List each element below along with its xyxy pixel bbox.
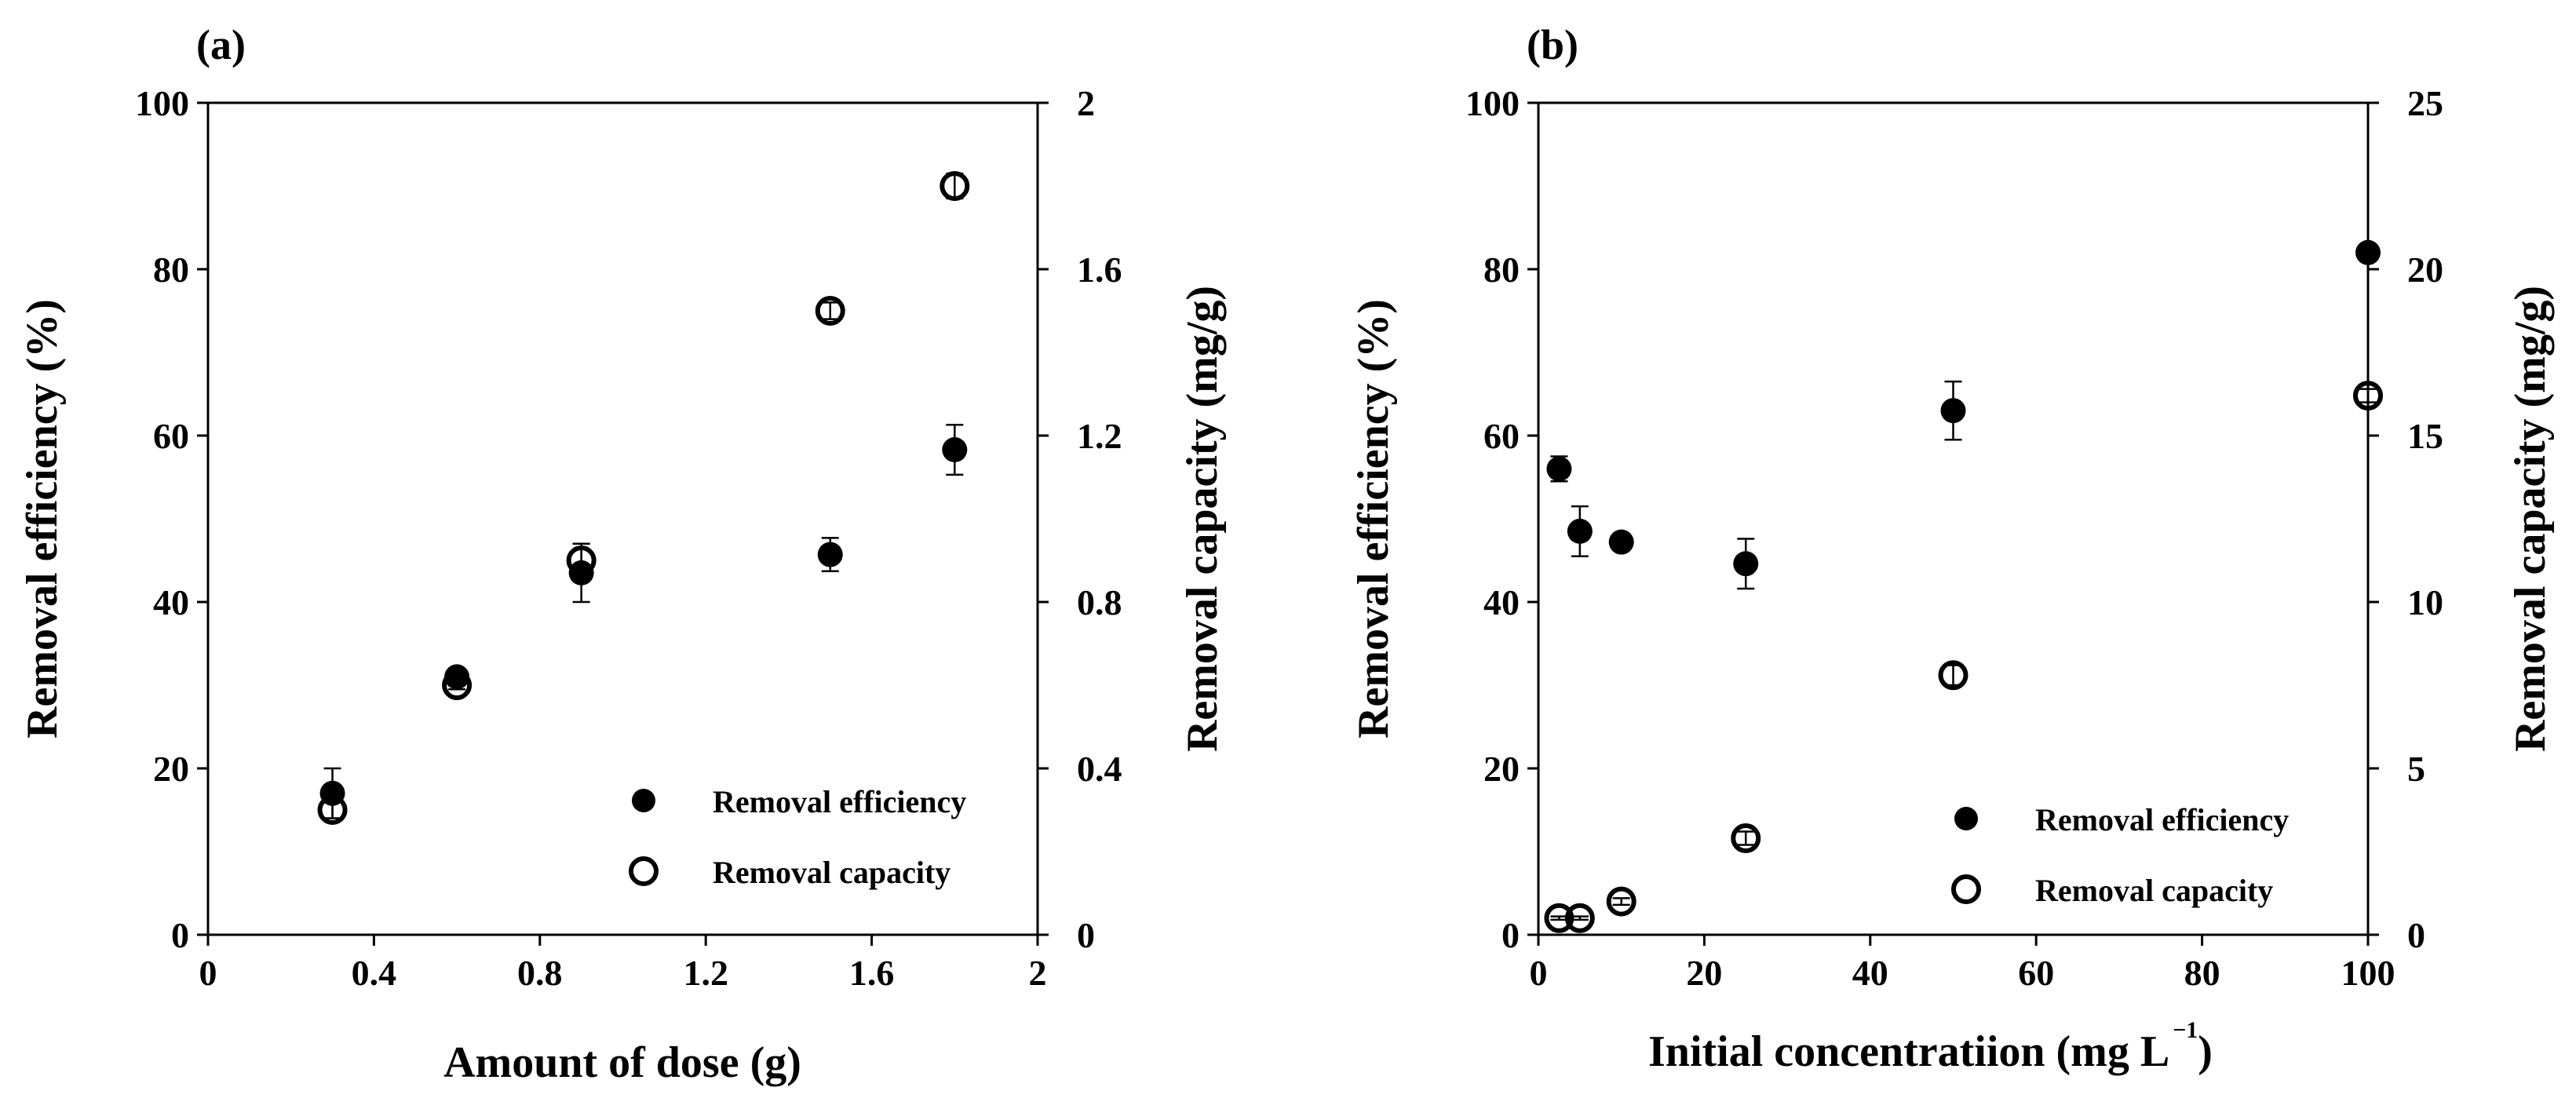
panel-b-legend-efficiency: Removal efficiency <box>2035 802 2289 837</box>
x-tick-label: 0 <box>1530 953 1548 993</box>
efficiency-point <box>1567 518 1593 544</box>
y-right-tick-label: 0.8 <box>1077 582 1122 622</box>
panel-a-y-ticks-left: 0 20 40 60 80 100 <box>135 83 208 955</box>
y-right-tick-label: 20 <box>2407 250 2443 290</box>
panel-a-x-axis-label: Amount of dose (g) <box>443 1038 801 1087</box>
capacity-point <box>940 171 970 201</box>
x-tick-label: 40 <box>1852 953 1888 993</box>
panel-b-legend: Removal efficiency Removal capacity <box>1951 802 2289 908</box>
y-right-tick-label: 1.6 <box>1077 250 1122 290</box>
panel-a-legend: Removal efficiency Removal capacity <box>629 784 966 890</box>
x-tick-label: 2 <box>1029 953 1047 993</box>
efficiency-point <box>1733 551 1759 577</box>
panel-a-data-points <box>317 171 970 825</box>
panel-b-plot-frame <box>1537 101 2370 936</box>
y-right-tick-label: 2 <box>1077 83 1095 123</box>
panel-b: (b) 0 20 40 60 80 100 0 20 40 60 80 100 0 5 10 15 20 25… <box>1349 21 2555 1076</box>
y-left-tick-label: 80 <box>153 250 189 290</box>
x-tick-label: 80 <box>2184 953 2220 993</box>
panel-b-x-axis-label-superscript: −1 <box>2173 1017 2198 1043</box>
panel-b-x-ticks: 0 20 40 60 80 100 <box>1530 935 2395 993</box>
y-right-tick-label: 0 <box>1077 915 1095 955</box>
panel-b-data-points <box>1544 239 2383 933</box>
capacity-point <box>1564 903 1595 933</box>
efficiency-point <box>2355 239 2381 265</box>
y-right-tick-label: 15 <box>2407 416 2443 456</box>
panel-b-x-axis-label-close: ) <box>2198 1027 2213 1076</box>
x-tick-label: 0 <box>199 953 217 993</box>
panel-b-y-ticks-left: 0 20 40 60 80 100 <box>1465 83 1538 955</box>
efficiency-point <box>942 437 968 463</box>
x-tick-label: 100 <box>2341 953 2395 993</box>
panel-a-legend-capacity: Removal capacity <box>713 855 950 890</box>
panel-b-y-axis-label-right: Removal capacity (mg/g) <box>2506 286 2555 752</box>
panel-b-x-axis-label: Initial concentratiion (mg L −1) <box>1648 1017 2213 1076</box>
x-tick-label: 60 <box>2018 953 2054 993</box>
panel-a-legend-efficiency: Removal efficiency <box>713 784 966 819</box>
panel-a: (a) 0 0.4 0.8 1.2 1.6 2 0 20 40 60 80 100 0 0.4 0.8 1… <box>18 21 1227 1087</box>
y-right-tick-label: 5 <box>2407 749 2425 789</box>
panel-b-y-axis-label-left: Removal efficiency (%) <box>1349 299 1398 739</box>
y-left-tick-label: 40 <box>153 582 189 622</box>
capacity-point <box>2353 381 2383 411</box>
capacity-point <box>442 670 473 700</box>
y-left-tick-label: 60 <box>1483 416 1520 456</box>
y-left-tick-label: 20 <box>1483 749 1520 789</box>
panel-a-x-ticks: 0 0.4 0.8 1.2 1.6 2 <box>199 935 1047 993</box>
capacity-point <box>566 545 597 575</box>
capacity-point <box>1938 660 1968 691</box>
panel-a-y-axis-label-right: Removal capacity (mg/g) <box>1178 286 1227 752</box>
panel-b-label: (b) <box>1527 21 1578 68</box>
panel-a-plot-frame <box>206 101 1039 936</box>
panel-b-y-ticks-right: 0 5 10 15 20 25 <box>2368 83 2443 955</box>
y-right-tick-label: 25 <box>2407 83 2443 123</box>
y-left-tick-label: 60 <box>153 416 189 456</box>
x-tick-label: 20 <box>1686 953 1722 993</box>
y-left-tick-label: 100 <box>135 83 189 123</box>
capacity-point <box>317 795 348 825</box>
y-left-tick-label: 80 <box>1483 250 1520 290</box>
y-right-tick-label: 0.4 <box>1077 749 1122 789</box>
legend-open-circle-marker <box>1951 874 1981 904</box>
y-right-tick-label: 10 <box>2407 582 2443 622</box>
capacity-point <box>1544 903 1574 933</box>
x-tick-label: 1.6 <box>849 953 895 993</box>
capacity-point <box>1731 823 1761 854</box>
panel-a-label: (a) <box>196 21 246 68</box>
y-left-tick-label: 0 <box>171 915 189 955</box>
legend-open-circle-marker <box>629 856 659 886</box>
efficiency-point <box>1608 529 1634 555</box>
panel-b-legend-capacity: Removal capacity <box>2035 873 2273 908</box>
legend-filled-circle-marker <box>1954 807 1978 830</box>
panel-b-x-axis-label-main: Initial concentratiion (mg L <box>1648 1027 2169 1076</box>
capacity-point <box>815 296 845 326</box>
x-tick-label: 0.4 <box>352 953 397 993</box>
capacity-point <box>1606 886 1636 917</box>
y-right-tick-label: 0 <box>2407 915 2425 955</box>
panel-a-y-ticks-right: 0 0.4 0.8 1.2 1.6 2 <box>1038 83 1122 955</box>
efficiency-point <box>444 664 470 690</box>
x-tick-label: 1.2 <box>683 953 728 993</box>
panel-a-y-axis-label-left: Removal efficiency (%) <box>18 299 67 739</box>
efficiency-point <box>1546 456 1572 482</box>
legend-filled-circle-marker <box>632 789 655 812</box>
efficiency-point <box>1940 398 1966 424</box>
y-left-tick-label: 100 <box>1465 83 1520 123</box>
y-left-tick-label: 40 <box>1483 582 1520 622</box>
y-left-tick-label: 20 <box>153 749 189 789</box>
efficiency-point <box>817 542 843 567</box>
y-right-tick-label: 1.2 <box>1077 416 1122 456</box>
y-left-tick-label: 0 <box>1501 915 1520 955</box>
x-tick-label: 0.8 <box>517 953 563 993</box>
